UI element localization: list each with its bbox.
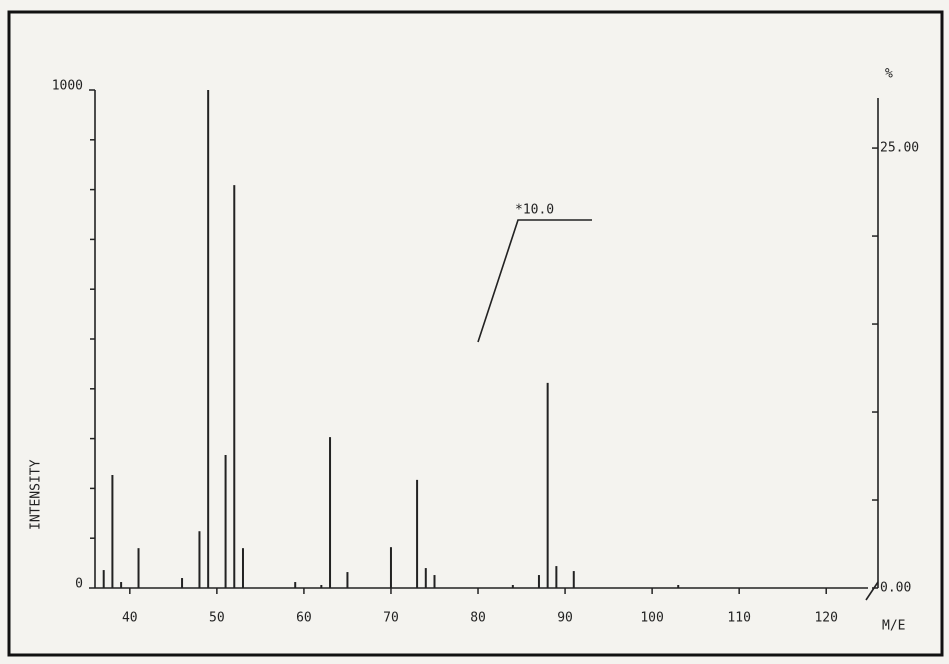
x-tick-label: 80 — [470, 611, 486, 626]
y2-axis-label: % — [885, 67, 893, 82]
y2-tick-label: 0.00 — [880, 581, 911, 596]
annotation-leader — [477, 219, 592, 343]
y-axis-label: INTENSITY — [29, 459, 44, 530]
y2-tick-label: 25.00 — [880, 141, 919, 156]
x-tick-label: 110 — [727, 611, 750, 626]
y2-axis-foot — [865, 581, 879, 601]
x-axis-label: M/E — [882, 619, 905, 634]
annotation: *10.0 — [515, 203, 554, 218]
x-tick-label: 40 — [122, 611, 138, 626]
x-tick-label: 120 — [814, 611, 837, 626]
y-tick-label: 0 — [75, 577, 83, 592]
x-tick-label: 50 — [209, 611, 225, 626]
x-tick-label: 90 — [557, 611, 573, 626]
x-tick-label: 70 — [383, 611, 399, 626]
y-tick-label: 1000 — [52, 79, 83, 94]
frame — [7, 10, 944, 657]
x-tick-label: 60 — [296, 611, 312, 626]
x-tick-label: 100 — [640, 611, 663, 626]
